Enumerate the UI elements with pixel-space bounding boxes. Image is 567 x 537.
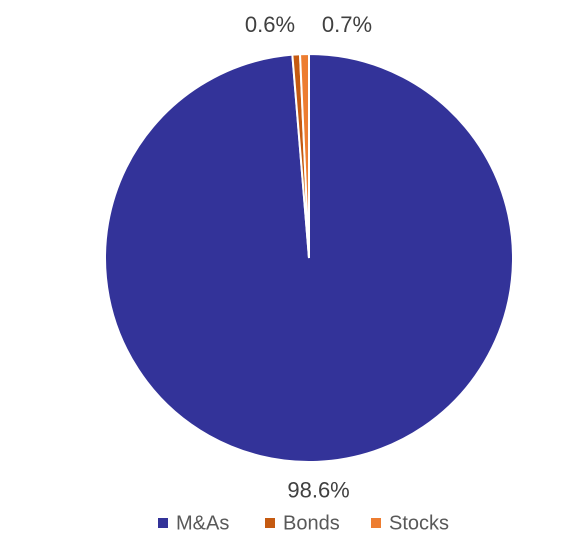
legend-label: M&As — [176, 512, 229, 534]
data-label: 98.6% — [287, 478, 349, 503]
legend-marker — [158, 518, 168, 528]
pie-slice — [298, 52, 310, 259]
legend-label: Stocks — [389, 512, 449, 534]
data-label: 0.7% — [322, 12, 372, 37]
legend-marker — [371, 518, 381, 528]
legend-label: Bonds — [283, 512, 340, 534]
legend-marker — [265, 518, 275, 528]
data-label: 0.6% — [245, 12, 295, 37]
